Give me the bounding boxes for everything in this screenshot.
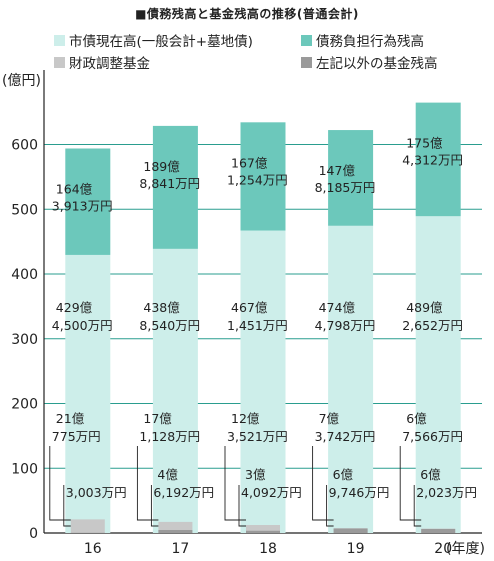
legend-swatch-other-funds <box>301 56 312 68</box>
bar-18-other-funds <box>246 530 280 533</box>
legend-label-other-funds: 左記以外の基金残高 <box>316 56 438 72</box>
bar-17-municipal-bonds <box>152 248 198 533</box>
y-tick-label-300: 300 <box>11 332 38 348</box>
data-label-17-s1-man: 8,841万円 <box>139 176 200 191</box>
data-label-20-s1-oku: 175億 <box>406 136 443 151</box>
bar-16-fiscal-adjustment-fund <box>70 519 105 533</box>
data-label-20-s3-oku: 6億 <box>420 467 441 482</box>
data-label-19-s3-man: 9,746万円 <box>329 485 390 500</box>
data-label-17-s2-oku: 17億 <box>143 411 172 426</box>
bar-20-other-funds <box>421 528 456 533</box>
data-label-18-s1-man: 1,254万円 <box>227 172 288 187</box>
data-label-16-s2-oku: 21億 <box>56 411 85 426</box>
data-label-19-s1-man: 8,185万円 <box>315 180 376 195</box>
x-tick-label-19: 19 <box>347 541 365 557</box>
data-label-19-s3-oku: 6億 <box>333 467 354 482</box>
data-label-16-s1-oku: 164億 <box>56 181 93 196</box>
data-label-19-s2-man: 3,742万円 <box>315 429 376 444</box>
legend-item-debt-burden: 債務負担行為残高 <box>301 30 424 50</box>
y-tick-label-500: 500 <box>11 202 38 218</box>
data-label-18-s0-man: 1,451万円 <box>227 318 288 333</box>
bar-17-debt-burden <box>152 125 198 249</box>
data-label-17-s3-oku: 4億 <box>157 467 178 482</box>
data-label-19-s2-oku: 7億 <box>319 411 340 426</box>
legend-swatch-debt-burden <box>301 34 312 46</box>
legend-item-fiscal-adjustment-fund: 財政調整基金 <box>54 52 150 72</box>
legend-swatch-municipal-bonds <box>54 34 65 46</box>
legend-label-fiscal-adjustment-fund: 財政調整基金 <box>69 56 150 72</box>
data-label-20-s2-man: 7,566万円 <box>402 429 463 444</box>
bar-17-other-funds <box>158 530 193 533</box>
data-label-18-s3-oku: 3億 <box>245 467 266 482</box>
chart-title: ■債務残高と基金残高の推移(普通会計) <box>135 7 359 21</box>
data-label-16-s0-man: 4,500万円 <box>52 318 113 333</box>
data-label-17-s1-oku: 189億 <box>143 159 180 174</box>
x-axis-unit: (年度) <box>446 541 485 557</box>
y-axis-label: (億円) <box>2 73 41 89</box>
bar-17-fiscal-adjustment-fund <box>158 521 193 533</box>
x-tick-label-17: 17 <box>171 541 189 557</box>
data-label-18-s3-man: 4,092万円 <box>241 485 302 500</box>
x-tick-label-16: 16 <box>84 541 102 557</box>
x-tick-label-18: 18 <box>259 541 277 557</box>
data-label-18-s2-man: 3,521万円 <box>227 429 288 444</box>
data-label-18-s1-oku: 167億 <box>231 155 268 170</box>
y-tick-label-400: 400 <box>11 267 38 283</box>
legend-label-debt-burden: 債務負担行為残高 <box>316 34 424 50</box>
legend-label-municipal-bonds: 市債現在高(一般会計+墓地債) <box>69 34 253 50</box>
legend-item-municipal-bonds: 市債現在高(一般会計+墓地債) <box>54 30 253 50</box>
data-label-17-s0-oku: 438億 <box>143 300 180 315</box>
data-label-16-s0-oku: 429億 <box>56 300 93 315</box>
bar-18-fiscal-adjustment-fund <box>246 525 280 533</box>
x-tick-label-20: 20 <box>434 541 452 557</box>
data-label-17-s2-man: 1,128万円 <box>139 429 200 444</box>
data-label-19-s0-oku: 474億 <box>319 300 356 315</box>
data-label-20-s2-oku: 6億 <box>406 411 427 426</box>
leader-16-other-funds <box>63 485 71 527</box>
data-label-18-s0-oku: 467億 <box>231 300 268 315</box>
data-label-20-s1-man: 4,312万円 <box>402 153 463 168</box>
leader-19-other-funds <box>326 485 334 527</box>
bar-16-municipal-bonds <box>65 254 111 533</box>
data-label-17-s3-man: 6,192万円 <box>153 485 214 500</box>
y-tick-label-600: 600 <box>11 138 38 154</box>
y-tick-label-0: 0 <box>29 526 38 542</box>
bar-19-other-funds <box>333 528 368 533</box>
bar-18-municipal-bonds <box>240 230 286 533</box>
y-tick-label-200: 200 <box>11 397 38 413</box>
leader-17-other-funds <box>150 485 159 527</box>
bar-19-debt-burden <box>328 130 374 226</box>
leader-18-other-funds <box>238 485 246 527</box>
legend-item-other-funds: 左記以外の基金残高 <box>301 52 438 72</box>
data-label-16-s2-man: 775万円 <box>52 429 101 444</box>
bar-16-debt-burden <box>65 148 111 255</box>
bar-18-debt-burden <box>240 122 286 231</box>
legend-swatch-fiscal-adjustment-fund <box>54 56 65 68</box>
bar-20-debt-burden <box>415 102 461 217</box>
y-tick-label-100: 100 <box>11 461 38 477</box>
data-label-19-s1-oku: 147億 <box>319 163 356 178</box>
data-label-16-s3-man: 3,003万円 <box>66 485 127 500</box>
data-label-20-s0-oku: 489億 <box>406 300 443 315</box>
data-label-18-s2-oku: 12億 <box>231 411 260 426</box>
data-label-20-s3-man: 2,023万円 <box>416 485 477 500</box>
data-label-16-s1-man: 3,913万円 <box>52 198 113 213</box>
data-label-20-s0-man: 2,652万円 <box>402 318 463 333</box>
data-label-19-s0-man: 4,798万円 <box>315 318 376 333</box>
data-label-17-s0-man: 8,540万円 <box>139 318 200 333</box>
leader-20-other-funds <box>413 485 422 527</box>
bar-20-municipal-bonds <box>415 216 461 533</box>
bar-19-municipal-bonds <box>328 225 374 533</box>
